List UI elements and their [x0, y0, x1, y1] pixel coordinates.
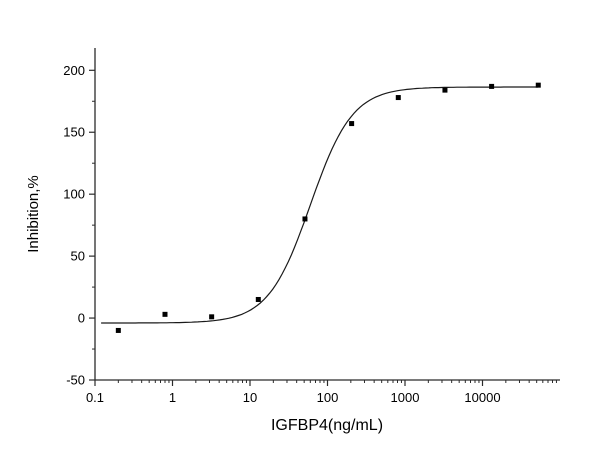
data-point	[535, 82, 541, 88]
y-tick-label: 50	[71, 249, 85, 264]
plot-area: -50 0 50 100 150 200 0.1 1 10 100 1000 10000	[63, 48, 560, 405]
x-tick-label: 1000	[391, 390, 420, 405]
x-tick-label: 100	[317, 390, 339, 405]
data-point	[349, 121, 355, 127]
data-point	[255, 296, 261, 302]
y-tick-label: -50	[66, 373, 85, 388]
data-point	[489, 83, 495, 89]
x-axis-title: IGFBP4(ng/mL)	[271, 417, 383, 434]
x-tick-label: 0.1	[86, 390, 104, 405]
y-tick-label: 0	[78, 311, 85, 326]
data-point	[302, 216, 308, 222]
x-tick-label: 10	[243, 390, 257, 405]
y-tick-label: 100	[63, 187, 85, 202]
data-point	[209, 314, 215, 320]
data-point	[442, 87, 448, 93]
data-point	[162, 311, 168, 317]
y-tick-label: 150	[63, 125, 85, 140]
x-tick-label: 10000	[464, 390, 500, 405]
data-point	[395, 95, 401, 101]
y-axis-title: Inhibition,%	[25, 175, 42, 253]
fit-curve	[101, 86, 538, 324]
y-tick-label: 200	[63, 63, 85, 78]
data-point	[115, 327, 121, 333]
x-tick-label: 1	[169, 390, 176, 405]
